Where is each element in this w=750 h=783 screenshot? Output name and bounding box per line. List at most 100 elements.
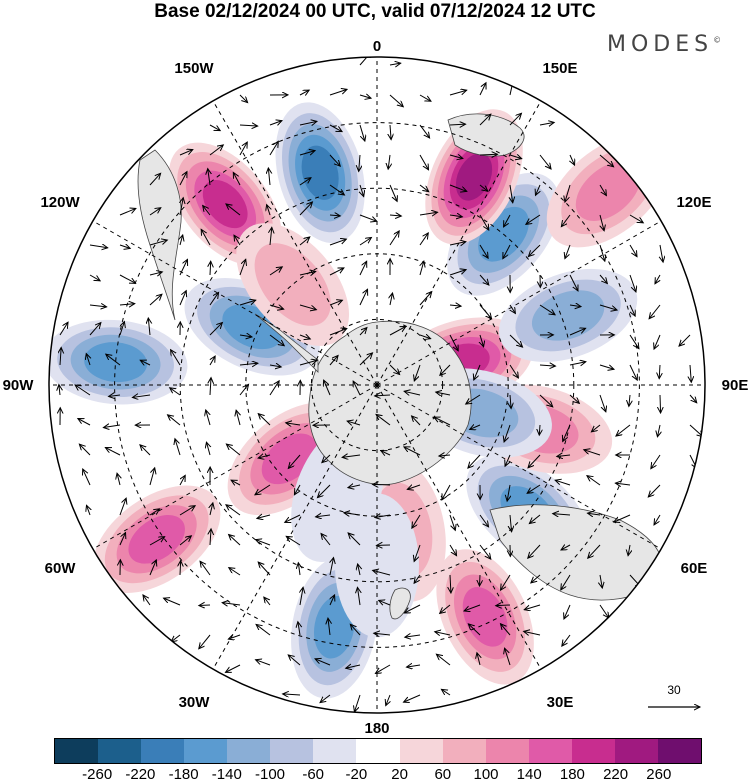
wind-arrow	[599, 304, 617, 310]
wind-arrow	[436, 654, 451, 666]
colorbar-tick-label: 60	[434, 766, 452, 783]
wind-arrow	[317, 484, 331, 498]
wind-arrow	[228, 635, 241, 639]
anomaly-contour	[128, 514, 185, 564]
wind-arrow	[359, 353, 373, 366]
wind-arrow	[449, 90, 467, 96]
wind-arrow	[359, 124, 365, 141]
wind-arrow	[599, 184, 606, 196]
wind-arrow	[269, 365, 281, 367]
wind-arrow	[449, 242, 466, 245]
wind-arrow	[509, 113, 521, 126]
wind-arrow	[509, 364, 518, 378]
lon-label: 60W	[45, 560, 77, 577]
wind-arrow	[236, 410, 240, 426]
wind-arrow	[267, 205, 270, 216]
wind-arrow	[179, 536, 191, 546]
wind-arrow	[329, 124, 342, 132]
wind-arrow	[584, 450, 601, 456]
wind-arrow	[106, 354, 121, 366]
wind-arrow	[600, 574, 602, 588]
anomaly-contour	[254, 243, 331, 326]
wind-arrow	[442, 484, 451, 500]
wind-arrow	[179, 475, 185, 486]
wind-arrow	[75, 385, 91, 396]
colorbar-swatch	[399, 739, 443, 763]
wind-arrow	[500, 624, 511, 636]
wind-arrow	[419, 124, 430, 138]
wind-arrow	[657, 424, 660, 437]
wind-arrow	[569, 362, 586, 365]
wind-arrow	[348, 533, 361, 546]
wind-arrow	[209, 323, 222, 336]
wind-arrow	[256, 624, 271, 636]
wind-arrow	[210, 378, 211, 396]
wind-arrow	[535, 184, 540, 195]
wind-arrow	[109, 395, 121, 396]
brand-name: MODES	[607, 32, 714, 57]
wind-arrow	[389, 326, 406, 336]
wind-arrow	[450, 574, 451, 593]
wind-arrow	[140, 445, 151, 456]
wind-arrow	[180, 235, 183, 246]
wind-arrow	[553, 514, 571, 515]
wind-arrow	[389, 231, 399, 246]
wind-arrow	[239, 335, 252, 337]
wind-arrow	[509, 334, 523, 347]
wind-arrow	[329, 154, 340, 166]
wind-arrow	[562, 634, 571, 646]
wind-arrow	[269, 267, 282, 276]
wind-arrow	[239, 384, 249, 396]
longitude-labels: 0 30E 60E 90E 120E 150E 180 150W 120W 90W 60W 30W	[3, 38, 749, 737]
wind-arrow	[419, 94, 431, 101]
wind-arrow	[479, 114, 491, 126]
meridian-line	[212, 100, 378, 386]
colorbar-tick-label: -260	[82, 766, 113, 783]
wind-arrow	[648, 484, 661, 497]
wind-arrow	[479, 244, 488, 258]
wind-arrow	[256, 660, 271, 666]
wind-arrow	[570, 154, 575, 165]
wind-arrow	[149, 272, 162, 275]
wind-arrow	[440, 604, 451, 613]
wind-arrow	[599, 274, 607, 284]
wind-arrow	[299, 151, 315, 155]
wind-arrow	[414, 574, 421, 583]
wind-arrow	[449, 124, 466, 125]
graticule	[49, 57, 705, 713]
colorbar-swatch	[485, 739, 529, 763]
wind-arrow	[479, 304, 492, 319]
wind-arrow	[269, 141, 278, 156]
wind-arrow	[510, 184, 513, 203]
wind-arrow	[359, 57, 372, 66]
wind-arrow	[328, 618, 330, 636]
lon-label: 150E	[542, 60, 577, 77]
wind-arrow	[679, 334, 691, 346]
wind-arrow	[480, 334, 484, 347]
wind-arrow	[389, 364, 400, 375]
wind-arrow	[239, 259, 246, 276]
wind-arrow	[651, 454, 661, 469]
colorbar-swatch	[571, 739, 615, 763]
colorbar-swatch	[270, 739, 314, 763]
wind-arrow	[83, 469, 91, 486]
wind-arrow	[419, 335, 431, 339]
colorbar-swatch	[98, 739, 142, 763]
wind-arrow	[179, 150, 193, 156]
lon-label: 90W	[3, 377, 35, 394]
wind-arrow	[226, 444, 241, 456]
wind-arrow	[629, 244, 637, 257]
wind-arrow	[479, 154, 497, 155]
wind-arrow	[504, 424, 511, 442]
wind-arrow	[439, 455, 451, 456]
modes-logo: MODES©	[607, 32, 721, 57]
meridian-line	[376, 220, 662, 386]
wind-arrow	[229, 534, 241, 546]
lon-label: 30E	[547, 694, 574, 711]
wind-arrow	[89, 305, 107, 307]
colorbar-tick-label: -140	[211, 766, 242, 783]
wind-arrow	[239, 142, 247, 156]
land-outlines	[137, 113, 663, 620]
wind-arrow	[449, 334, 458, 351]
wind-arrow	[466, 394, 481, 404]
